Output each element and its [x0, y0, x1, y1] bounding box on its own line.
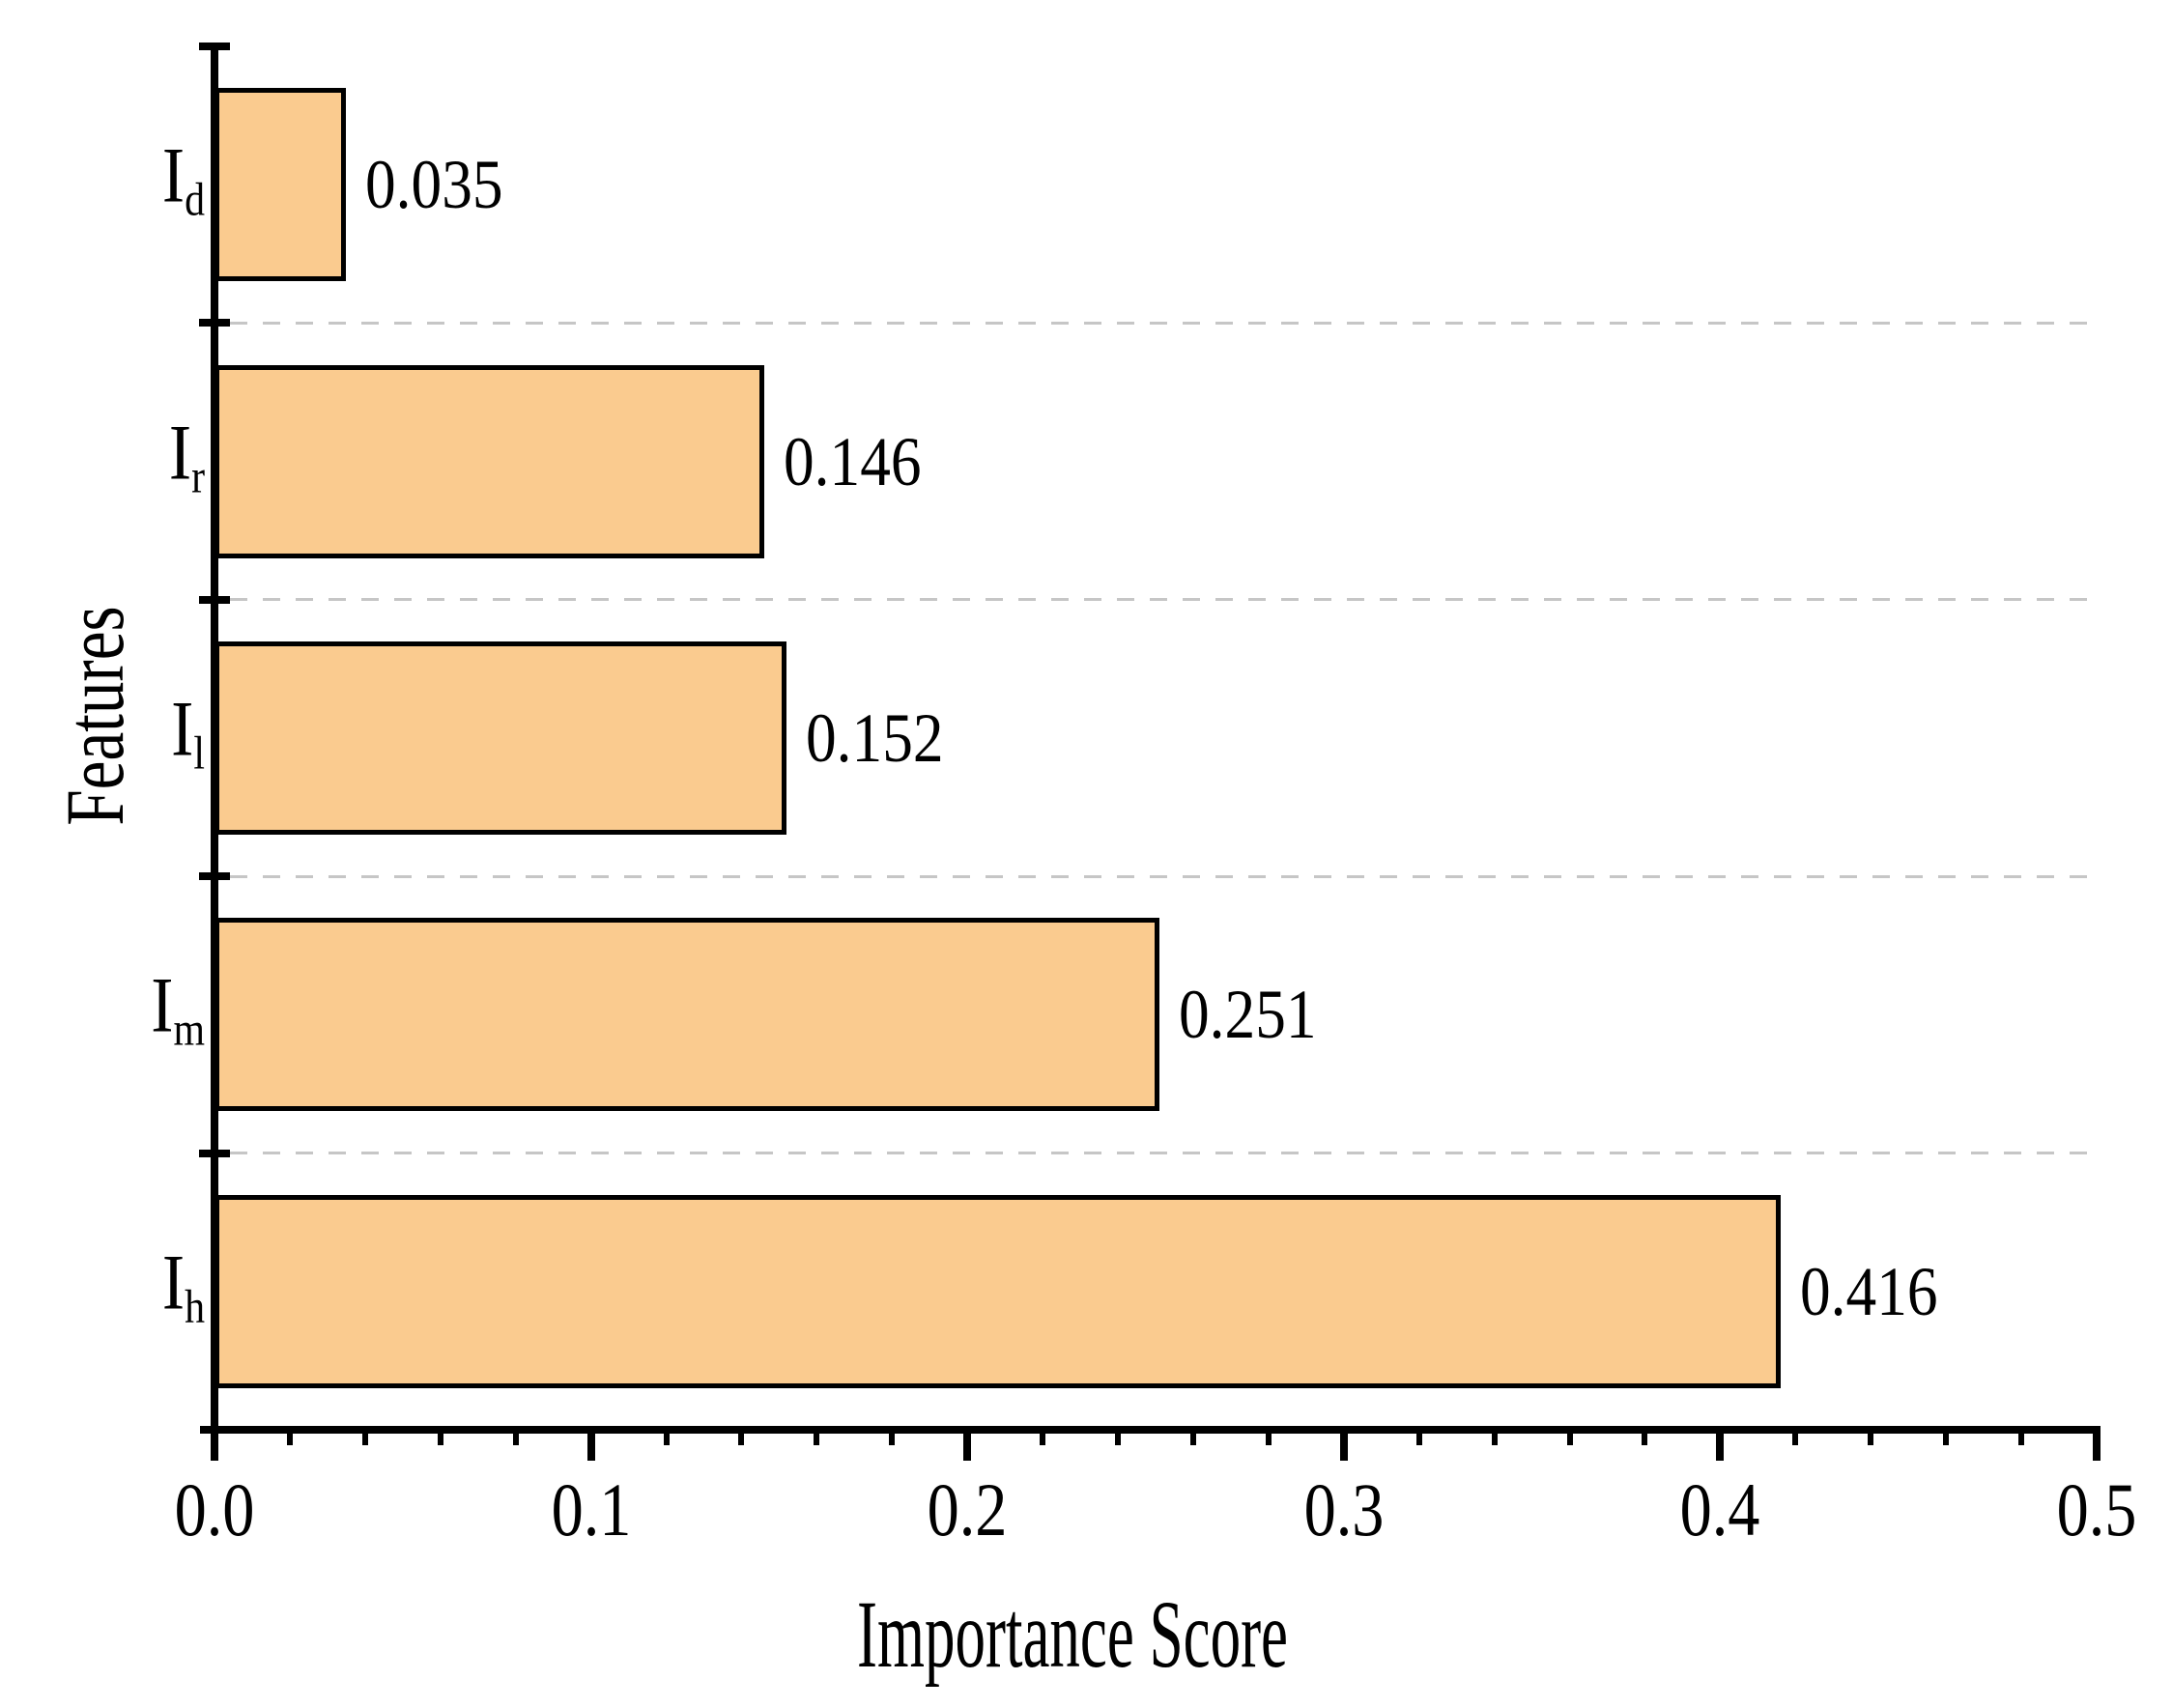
bar-value-label: 0.035 [365, 146, 503, 224]
category-subscript: r [191, 448, 205, 502]
category-base: I [161, 1238, 186, 1326]
grid-separator-line [230, 598, 2087, 602]
category-subscript: d [185, 172, 205, 226]
x-minor-tick [1189, 1432, 1196, 1445]
y-tick [199, 1149, 230, 1157]
category-base: I [161, 130, 186, 219]
category-base: I [168, 408, 192, 497]
category-subscript: h [185, 1279, 205, 1333]
x-minor-tick [361, 1432, 368, 1445]
x-minor-tick [1491, 1432, 1498, 1445]
category-base: I [171, 684, 194, 773]
bar-value-label: 0.152 [806, 699, 944, 777]
x-minor-tick [286, 1432, 293, 1445]
x-minor-tick [2018, 1432, 2025, 1445]
x-tick-label: 0.0 [174, 1467, 255, 1551]
x-minor-tick [1792, 1432, 1799, 1445]
category-tick-label: Ir [31, 413, 205, 499]
x-minor-tick [1642, 1432, 1648, 1445]
bar [214, 918, 1159, 1112]
category-tick-label: Ih [31, 1242, 205, 1329]
bar-value-label: 0.251 [1178, 976, 1317, 1054]
grid-separator-line [230, 1152, 2087, 1155]
bar [214, 364, 764, 558]
x-minor-tick [1415, 1432, 1422, 1445]
category-subscript: m [173, 1002, 205, 1056]
x-minor-tick [1040, 1432, 1046, 1445]
x-tick-label: 0.4 [1679, 1467, 1760, 1551]
x-minor-tick [1115, 1432, 1122, 1445]
x-minor-tick [437, 1432, 443, 1445]
x-tick-label: 0.5 [2056, 1467, 2137, 1551]
category-tick-label: Id [31, 135, 205, 226]
y-tick [199, 595, 230, 604]
x-minor-tick [1265, 1432, 1272, 1445]
x-minor-tick [889, 1432, 896, 1445]
x-minor-tick [814, 1432, 820, 1445]
x-tick-label: 0.3 [1303, 1467, 1385, 1551]
y-tick [199, 319, 230, 327]
x-major-tick [1339, 1430, 1348, 1461]
bar [214, 88, 347, 282]
x-major-tick [963, 1430, 972, 1461]
y-tick [199, 43, 230, 50]
x-major-tick [2093, 1430, 2101, 1461]
x-axis-title: Importance Score [856, 1580, 1289, 1688]
category-tick-label: Im [31, 966, 205, 1053]
x-major-tick [1716, 1430, 1725, 1461]
x-axis-line [200, 1426, 2101, 1434]
grid-separator-line [230, 321, 2087, 325]
x-major-tick [211, 1430, 218, 1461]
x-minor-tick [738, 1432, 745, 1445]
bar-value-label: 0.416 [1799, 1252, 1938, 1330]
category-tick-label: Il [31, 689, 205, 780]
x-tick-label: 0.1 [551, 1467, 632, 1551]
x-minor-tick [663, 1432, 670, 1445]
x-tick-label: 0.2 [927, 1467, 1008, 1551]
bar-value-label: 0.146 [783, 422, 922, 500]
x-minor-tick [1943, 1432, 1950, 1445]
category-subscript: l [193, 726, 205, 780]
x-major-tick [586, 1430, 595, 1461]
bar [214, 1194, 1781, 1388]
x-minor-tick [1868, 1432, 1874, 1445]
bar [214, 641, 787, 835]
category-base: I [151, 961, 174, 1050]
x-minor-tick [512, 1432, 519, 1445]
grid-separator-line [230, 874, 2087, 878]
x-minor-tick [1566, 1432, 1573, 1445]
y-tick [199, 872, 230, 881]
